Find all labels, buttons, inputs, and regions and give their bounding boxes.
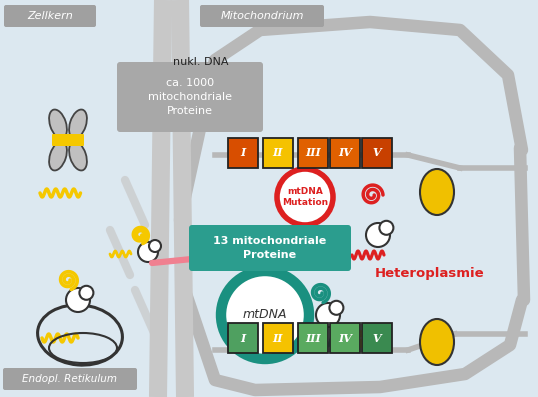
Text: III: III	[305, 148, 321, 158]
Text: mtDNA
Mutation: mtDNA Mutation	[282, 187, 328, 207]
FancyBboxPatch shape	[263, 138, 293, 168]
Circle shape	[80, 286, 94, 300]
FancyBboxPatch shape	[200, 5, 324, 27]
Circle shape	[138, 242, 158, 262]
Text: II: II	[273, 333, 283, 343]
FancyBboxPatch shape	[228, 323, 258, 353]
Text: ca. 1000
mitochondriale
Proteine: ca. 1000 mitochondriale Proteine	[148, 78, 232, 116]
Text: nukl. DNA: nukl. DNA	[173, 57, 229, 67]
FancyBboxPatch shape	[330, 138, 360, 168]
Ellipse shape	[69, 110, 87, 139]
FancyBboxPatch shape	[263, 323, 293, 353]
Text: Heteroplasmie: Heteroplasmie	[375, 266, 485, 279]
Circle shape	[221, 271, 309, 359]
Circle shape	[277, 169, 333, 225]
Text: Mitochondrium: Mitochondrium	[220, 11, 304, 21]
Circle shape	[366, 223, 390, 247]
Ellipse shape	[420, 319, 454, 365]
FancyBboxPatch shape	[52, 134, 84, 146]
FancyBboxPatch shape	[298, 138, 328, 168]
Text: Zellkern: Zellkern	[27, 11, 73, 21]
FancyBboxPatch shape	[330, 323, 360, 353]
FancyBboxPatch shape	[362, 138, 392, 168]
Circle shape	[329, 301, 343, 315]
FancyBboxPatch shape	[3, 368, 137, 390]
Text: II: II	[273, 148, 283, 158]
Text: Endopl. Retikulum: Endopl. Retikulum	[23, 374, 117, 384]
Text: I: I	[240, 333, 246, 343]
Text: V: V	[373, 148, 381, 158]
FancyBboxPatch shape	[362, 323, 392, 353]
Ellipse shape	[49, 141, 67, 170]
FancyBboxPatch shape	[298, 323, 328, 353]
Ellipse shape	[49, 110, 67, 139]
Circle shape	[66, 288, 90, 312]
Ellipse shape	[420, 169, 454, 215]
Text: mtDNA: mtDNA	[243, 308, 287, 322]
Circle shape	[149, 240, 161, 252]
Circle shape	[316, 303, 340, 327]
FancyBboxPatch shape	[228, 138, 258, 168]
FancyBboxPatch shape	[117, 62, 263, 132]
Text: IV: IV	[338, 333, 352, 343]
FancyBboxPatch shape	[4, 5, 96, 27]
Circle shape	[379, 221, 393, 235]
Text: V: V	[373, 333, 381, 343]
Text: III: III	[305, 333, 321, 343]
Ellipse shape	[69, 141, 87, 170]
Text: I: I	[240, 148, 246, 158]
Text: 13 mitochondriale
Proteine: 13 mitochondriale Proteine	[214, 236, 327, 260]
Text: IV: IV	[338, 148, 352, 158]
FancyBboxPatch shape	[189, 225, 351, 271]
